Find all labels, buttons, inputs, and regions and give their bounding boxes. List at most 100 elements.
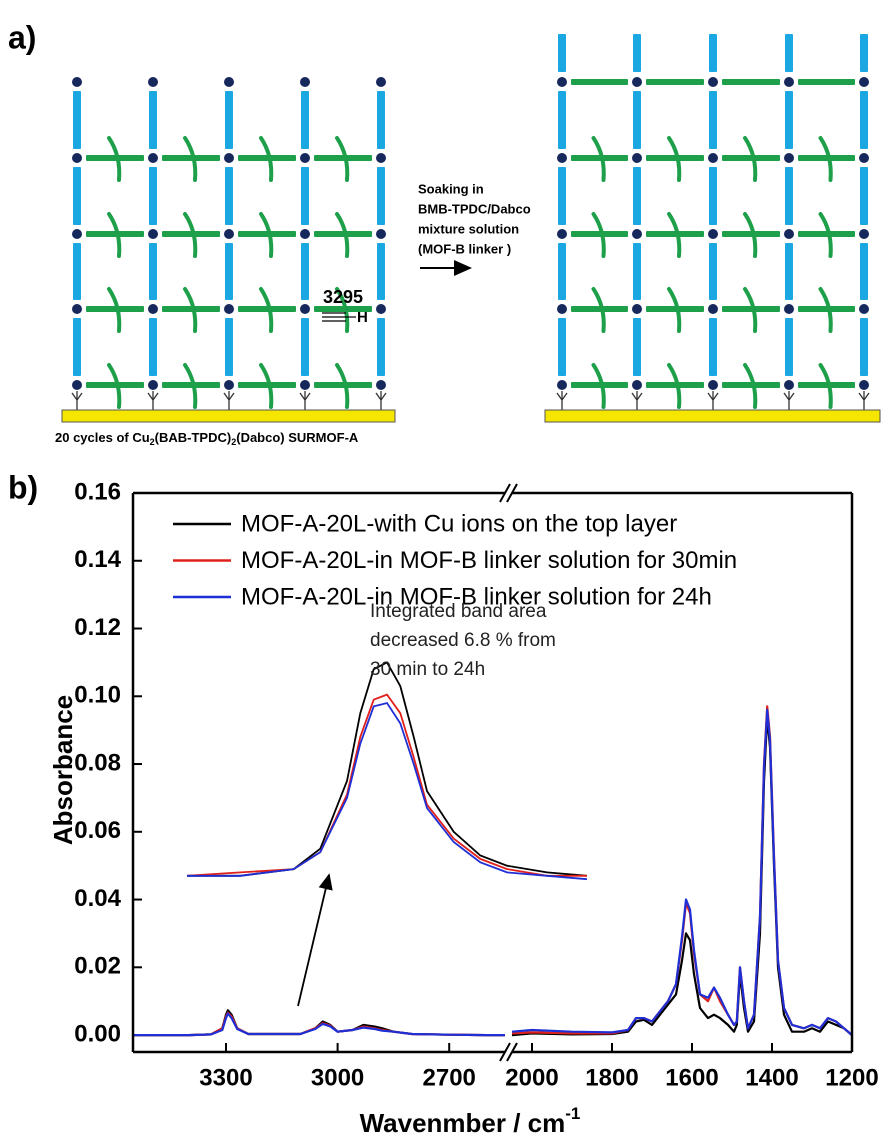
metal-node (148, 153, 158, 163)
layer-linker (571, 79, 628, 85)
pillar-linker (558, 91, 566, 149)
pillar-linker (301, 91, 309, 149)
caption-sub: 2 (231, 437, 236, 447)
metal-node (148, 304, 158, 314)
x-axis-title-text: Wavenmber / cm (360, 1108, 566, 1138)
layer-linker (722, 155, 780, 161)
axis-break (499, 1042, 511, 1062)
pillar-linker (633, 318, 641, 376)
substrate (61, 409, 396, 423)
x-tick-label: 3300 (199, 1064, 252, 1091)
anchor (71, 392, 83, 402)
linker-twist (183, 287, 198, 333)
layer-linker (162, 155, 220, 161)
anchor (223, 392, 235, 402)
linker-twist (667, 287, 682, 333)
inset-line (187, 701, 588, 881)
annotation: Integrated band area (370, 601, 547, 622)
pillar-linker (709, 167, 717, 225)
metal-node (300, 380, 310, 390)
pillar-linker (785, 91, 793, 149)
pillar-linker (73, 318, 81, 376)
caption-part: (BAB-TPDC) (155, 430, 232, 445)
y-tick-label: 0.12 (74, 614, 121, 641)
layer-linker (86, 306, 144, 312)
metal-node (376, 304, 386, 314)
metal-node (224, 229, 234, 239)
legend-label: MOF-A-20L-with Cu ions on the top layer (241, 510, 677, 537)
layer-linker (238, 382, 296, 388)
metal-node (784, 153, 794, 163)
x-axis-title: Wavenmber / cm-1 (360, 1104, 581, 1137)
soaking-text: Soaking in (418, 181, 484, 196)
diagram (71, 34, 870, 410)
bond-label: H (357, 309, 368, 326)
layer-linker (722, 382, 780, 388)
metal-node (557, 77, 567, 87)
inset-line (187, 661, 588, 877)
metal-node (784, 229, 794, 239)
pillar-linker (633, 167, 641, 225)
layer-linker (798, 231, 855, 237)
metal-node (708, 304, 718, 314)
linker-twist (335, 212, 350, 258)
pillar-linker (709, 91, 717, 149)
linker-twist (743, 363, 758, 409)
pillar-linker (73, 167, 81, 225)
metal-node (224, 380, 234, 390)
caption: 20 cycles of Cu2(BAB-TPDC)2(Dabco) SURMO… (55, 430, 359, 447)
layer-linker (238, 231, 296, 237)
metal-node (632, 77, 642, 87)
pillar-linker (377, 167, 385, 225)
linker-twist (183, 212, 198, 258)
layer-linker (86, 231, 144, 237)
metal-node (224, 304, 234, 314)
linker-twist (591, 363, 606, 409)
metal-node (72, 229, 82, 239)
pillar-linker (709, 318, 717, 376)
anchor (299, 392, 311, 402)
pillar-linker (785, 243, 793, 300)
metal-node (224, 77, 234, 87)
layer-linker (722, 306, 780, 312)
inset-line (186, 693, 587, 877)
layer-linker (646, 155, 704, 161)
x-tick-label: 1800 (585, 1064, 638, 1091)
metal-node (859, 153, 869, 163)
chart: 0.00 0.02 0.04 0.06 0.08 0.10 0.12 0.14 0.16 3300… (74, 478, 878, 1091)
linker-twist (183, 136, 198, 182)
annotation: 30 min to 24h (370, 659, 485, 680)
metal-node (72, 304, 82, 314)
linker-twist (107, 212, 122, 258)
pillar-linker (860, 91, 868, 149)
layer-linker (238, 306, 296, 312)
linker-twist (183, 363, 198, 409)
axis-break (506, 483, 518, 503)
linker-twist (259, 136, 274, 182)
metal-node (557, 153, 567, 163)
metal-node (632, 304, 642, 314)
pillar-linker (225, 91, 233, 149)
spectrum-line (133, 705, 853, 1037)
metal-node (859, 229, 869, 239)
anchor (147, 392, 159, 402)
metal-node (859, 304, 869, 314)
linker-twist (667, 136, 682, 182)
caption-sub: 2 (150, 437, 155, 447)
metal-node (632, 229, 642, 239)
linker-twist (743, 136, 758, 182)
annotation: decreased 6.8 % from (370, 630, 556, 651)
y-tick-label: 0.08 (74, 749, 121, 776)
metal-node (708, 77, 718, 87)
x-axis-title-sup: -1 (565, 1104, 580, 1123)
layer-linker (646, 231, 704, 237)
layer-linker (722, 231, 780, 237)
metal-node (632, 380, 642, 390)
layer-linker (646, 382, 704, 388)
layer-linker (798, 306, 855, 312)
anchor (707, 392, 719, 402)
layer-linker (798, 155, 855, 161)
x-tick-label: 2000 (505, 1064, 558, 1091)
pillar-linker (558, 167, 566, 225)
